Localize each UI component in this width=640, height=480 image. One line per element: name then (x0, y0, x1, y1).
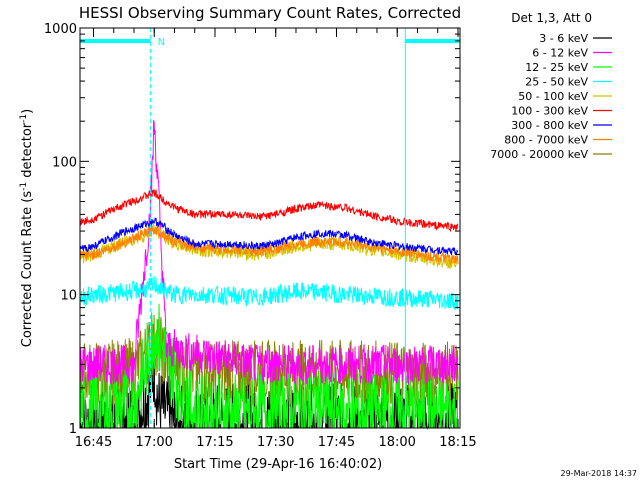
x-tick-label-3: 17:30 (257, 435, 294, 450)
y-tick-label-1: 10 (60, 289, 77, 304)
y-tick-label-2: 100 (52, 155, 77, 170)
legend-label-0: 3 - 6 keV (539, 32, 588, 45)
flag-bar-label-0: N (158, 37, 165, 48)
x-tick-label-0: 16:45 (75, 435, 112, 450)
y-axis-label-sup1: -1 (19, 182, 29, 191)
legend-label-3: 25 - 50 keV (525, 76, 588, 89)
y-axis-label-part2: detector (20, 122, 35, 182)
x-tick-label-2: 17:15 (196, 435, 233, 450)
x-axis-label: Start Time (29-Apr-16 16:40:02) (174, 457, 382, 472)
legend-label-5: 100 - 300 keV (511, 105, 588, 118)
y-tick-label-3: 1000 (44, 22, 77, 37)
legend-label-2: 12 - 25 keV (525, 61, 588, 74)
x-tick-label-1: 17:00 (135, 435, 172, 450)
legend-label-8: 7000 - 20000 keV (490, 148, 588, 161)
plot-frame (79, 27, 461, 429)
series-line-6-12-kev (79, 120, 459, 386)
legend-label-6: 300 - 800 keV (511, 119, 588, 132)
x-tick-label-4: 17:45 (318, 435, 355, 450)
footer-timestamp: 29-Mar-2018 14:37 (561, 469, 638, 478)
legend-label-1: 6 - 12 keV (532, 47, 588, 60)
series-line-3-6-kev (79, 334, 459, 430)
y-axis-label-sup2: -1 (19, 114, 29, 123)
y-axis-label-part3: ) (20, 109, 35, 114)
x-tick-label-6: 18:15 (439, 435, 476, 450)
y-tick-label-0: 1 (69, 422, 77, 437)
series-line-100-300-kev (79, 189, 459, 233)
y-axis-label: Corrected Count Rate (s-1 detector-1) (19, 109, 35, 347)
series-line-25-50-kev (79, 275, 459, 310)
y-axis-label-part1: Corrected Count Rate (s (20, 191, 35, 348)
legend-label-7: 800 - 7000 keV (504, 134, 588, 147)
x-tick-label-5: 18:00 (378, 435, 415, 450)
axis-layer: 1 10 100 1000 16:45 17:00 17:15 17:30 17:45 18:00… (44, 22, 477, 450)
legend-header: Det 1,3, Att 0 (511, 11, 592, 25)
legend-label-4: 50 - 100 keV (518, 90, 588, 103)
series-line-300-800-kev (79, 217, 459, 256)
chart-title: HESSI Observing Summary Count Rates, Cor… (79, 4, 461, 22)
